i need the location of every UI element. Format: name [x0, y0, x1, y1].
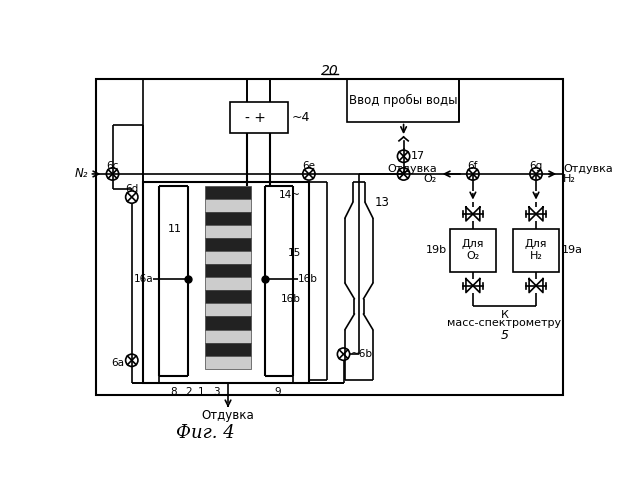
Text: 16a: 16a	[134, 274, 153, 284]
Text: 19b: 19b	[426, 245, 447, 255]
Text: 15: 15	[288, 248, 301, 258]
Text: 5: 5	[501, 328, 508, 342]
Bar	[205, 264, 251, 277]
Text: Отдувка: Отдувка	[387, 164, 437, 174]
Text: 14~: 14~	[279, 190, 301, 200]
Text: 19a: 19a	[562, 245, 583, 255]
Text: 9: 9	[275, 387, 281, 397]
Text: масс-спектрометру: масс-спектрометру	[447, 318, 562, 328]
Text: - +: - +	[244, 111, 265, 124]
Bar	[205, 212, 251, 225]
Bar	[205, 316, 251, 330]
Bar	[205, 225, 251, 238]
Bar	[347, 79, 459, 122]
Text: Отдувка: Отдувка	[563, 164, 613, 174]
Text: 1: 1	[198, 387, 204, 397]
Text: 20: 20	[320, 64, 338, 78]
Text: 17: 17	[412, 151, 426, 161]
Bar	[205, 251, 251, 264]
Text: 6a: 6a	[111, 358, 124, 368]
Text: ~6b: ~6b	[351, 349, 373, 359]
Text: К: К	[501, 310, 508, 320]
Text: ~4: ~4	[291, 112, 310, 124]
Text: 8: 8	[170, 387, 177, 397]
Text: H₂: H₂	[563, 174, 576, 184]
Text: O₂: O₂	[424, 174, 437, 184]
Bar	[96, 79, 563, 395]
Text: Отдувка: Отдувка	[202, 409, 254, 422]
Bar	[205, 356, 251, 369]
Bar	[205, 330, 251, 342]
Text: 3: 3	[213, 387, 220, 397]
Bar	[205, 238, 251, 251]
Text: 6f: 6f	[468, 162, 478, 172]
Text: 16b: 16b	[281, 294, 301, 304]
Bar	[229, 102, 288, 133]
Bar	[205, 304, 251, 316]
Text: Фиг. 4: Фиг. 4	[176, 424, 235, 442]
Bar	[205, 186, 251, 198]
Text: 16b: 16b	[298, 274, 318, 284]
Bar	[205, 198, 251, 211]
Text: Для
H₂: Для H₂	[525, 240, 547, 261]
Text: 6c: 6c	[106, 162, 119, 172]
Bar	[450, 230, 496, 272]
Text: 11: 11	[168, 224, 182, 234]
Text: Для
O₂: Для O₂	[462, 240, 484, 261]
Text: 13: 13	[375, 196, 390, 209]
Text: Ввод пробы воды: Ввод пробы воды	[349, 94, 458, 106]
Text: 6e: 6e	[303, 162, 315, 172]
Bar	[205, 277, 251, 290]
Bar	[144, 182, 309, 384]
Bar	[513, 230, 559, 272]
Text: 6g: 6g	[529, 162, 543, 172]
Text: N₂: N₂	[74, 168, 88, 180]
Bar	[205, 342, 251, 355]
Text: 6d: 6d	[125, 184, 138, 194]
Bar	[205, 290, 251, 304]
Text: 2: 2	[185, 387, 192, 397]
